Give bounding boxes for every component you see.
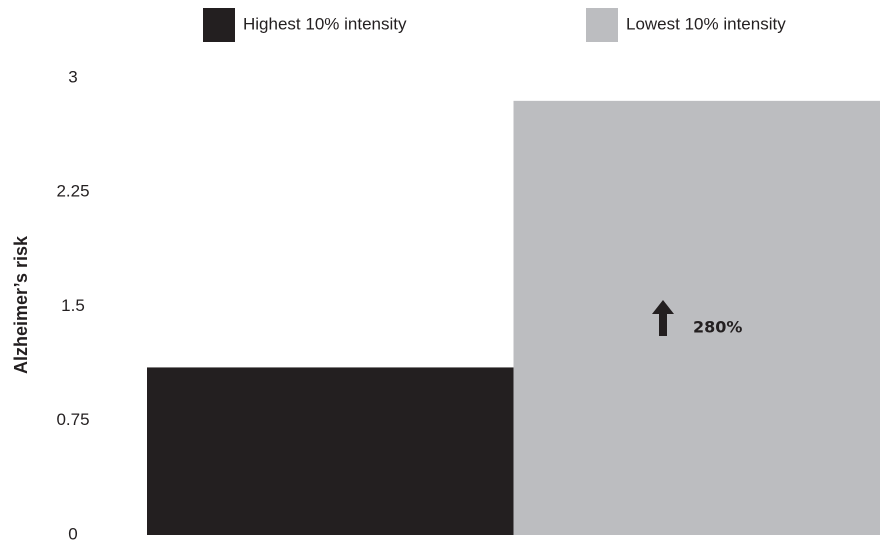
legend-label: Lowest 10% intensity	[626, 14, 786, 33]
y-tick-label: 2.25	[56, 182, 89, 201]
legend-label: Highest 10% intensity	[243, 14, 407, 33]
legend-swatch	[203, 8, 235, 42]
y-tick-label: 1.5	[61, 296, 85, 315]
annotation: 280%	[693, 318, 742, 337]
bar	[513, 100, 880, 535]
y-tick-label: 0	[68, 524, 77, 543]
y-tick-label: 3	[68, 67, 77, 86]
annotation-arrow	[652, 300, 674, 336]
y-axis-label: Alzheimer’s risk	[11, 235, 31, 374]
legend-swatch	[586, 8, 618, 42]
bar	[147, 367, 514, 535]
y-tick-label: 0.75	[56, 410, 89, 429]
